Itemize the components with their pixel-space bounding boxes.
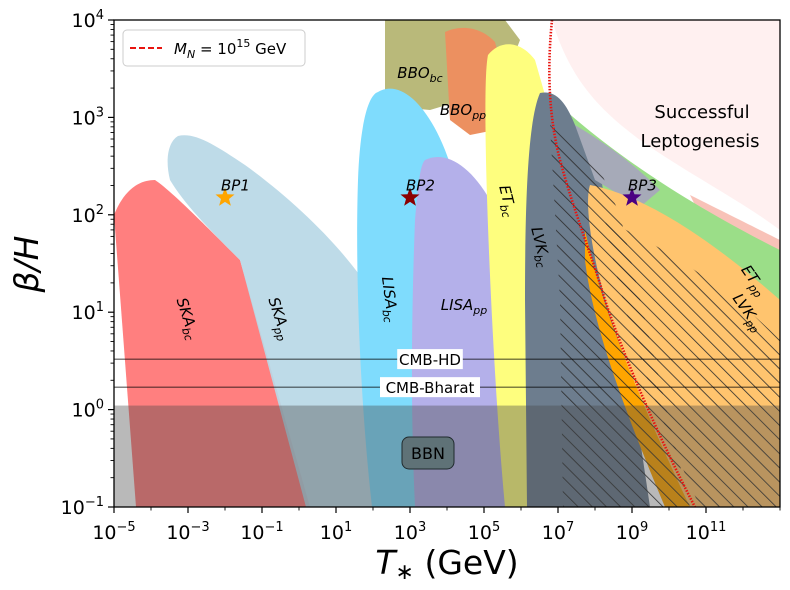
legend-label: MN = 1015 GeV xyxy=(174,37,287,61)
ska-bc-region xyxy=(114,180,310,507)
x-tick-label: 105 xyxy=(468,520,500,544)
x-axis-label: T∗ (GeV) xyxy=(375,543,518,585)
leptogenesis-region xyxy=(552,20,780,230)
x-tick-label: 10−1 xyxy=(240,520,283,544)
y-axis-label: β/H xyxy=(7,236,46,294)
legend-box xyxy=(122,29,306,67)
cmb-label-box xyxy=(380,377,480,398)
x-tick-label: 103 xyxy=(394,520,426,544)
x-ticks-group: 10−5 10−3 10−1 101 103 105 107 109 1011 xyxy=(92,507,781,544)
hatched-region xyxy=(550,125,690,507)
x-tick-label: 1011 xyxy=(686,520,727,544)
cmb-label-box xyxy=(397,349,463,370)
y-tick-label: 102 xyxy=(72,203,104,227)
x-tick-label: 10−5 xyxy=(92,520,135,544)
lvk-bc-light-region xyxy=(575,125,660,207)
benchmark-star xyxy=(215,187,235,206)
bbn-label: BBN xyxy=(411,444,445,463)
region-label: BBObc xyxy=(397,64,442,85)
y-tick-label: 104 xyxy=(72,8,104,32)
region-label: LISAbc xyxy=(375,275,402,323)
region-label: LISApp xyxy=(441,296,488,317)
x-tick-label: 101 xyxy=(320,520,352,544)
horizontal-lines-group: CMB-HD CMB-Bharat xyxy=(114,349,780,398)
benchmark-label: BP3 xyxy=(628,177,657,195)
legend: MN = 1015 GeV xyxy=(122,29,306,67)
bbn-label-box xyxy=(401,436,455,470)
x-tick-label: 10−3 xyxy=(166,520,209,544)
ska-pp-region xyxy=(167,135,376,507)
leptogenesis-label: Leptogenesis xyxy=(640,131,759,152)
benchmark-label: BP2 xyxy=(406,177,435,195)
regions-group xyxy=(114,20,780,507)
hatched-region-right xyxy=(605,220,780,507)
cmb-label: CMB-HD xyxy=(399,351,461,369)
benchmarks-group: BP1 BP2 BP3 xyxy=(215,177,657,206)
region-label: BBOpp xyxy=(440,101,486,122)
region-label: ETbc xyxy=(492,183,520,219)
benchmark-star xyxy=(622,187,642,206)
y-ticks-group: 10−1 100 101 102 103 104 xyxy=(61,8,114,519)
x-tick-label: 107 xyxy=(542,520,574,544)
mn-line xyxy=(548,20,697,507)
y-tick-label: 103 xyxy=(72,105,104,129)
cmb-label: CMB-Bharat xyxy=(386,379,475,397)
benchmark-star xyxy=(400,187,420,206)
leptogenesis-label: Successful xyxy=(654,102,749,123)
y-tick-label: 10−1 xyxy=(61,495,104,519)
y-tick-label: 100 xyxy=(72,398,104,422)
benchmark-label: BP1 xyxy=(221,177,250,195)
y-tick-label: 101 xyxy=(72,300,104,324)
x-tick-label: 109 xyxy=(616,520,648,544)
